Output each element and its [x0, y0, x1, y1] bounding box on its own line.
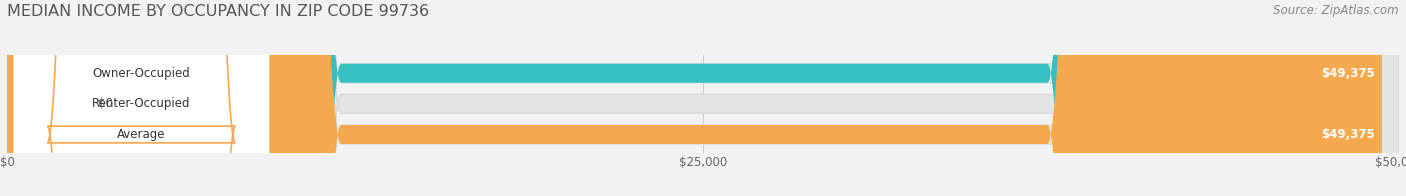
- FancyBboxPatch shape: [7, 0, 1382, 196]
- FancyBboxPatch shape: [13, 0, 270, 196]
- Text: $49,375: $49,375: [1320, 67, 1375, 80]
- FancyBboxPatch shape: [7, 0, 1382, 196]
- Text: Source: ZipAtlas.com: Source: ZipAtlas.com: [1274, 4, 1399, 17]
- Text: Average: Average: [117, 128, 166, 141]
- FancyBboxPatch shape: [7, 0, 1399, 196]
- Text: Renter-Occupied: Renter-Occupied: [93, 97, 191, 110]
- FancyBboxPatch shape: [13, 0, 270, 196]
- FancyBboxPatch shape: [13, 0, 270, 196]
- Text: $49,375: $49,375: [1320, 128, 1375, 141]
- Text: Owner-Occupied: Owner-Occupied: [93, 67, 190, 80]
- Text: $0: $0: [97, 97, 112, 110]
- FancyBboxPatch shape: [0, 0, 118, 196]
- FancyBboxPatch shape: [7, 0, 1399, 196]
- FancyBboxPatch shape: [7, 0, 1399, 196]
- Text: MEDIAN INCOME BY OCCUPANCY IN ZIP CODE 99736: MEDIAN INCOME BY OCCUPANCY IN ZIP CODE 9…: [7, 4, 429, 19]
